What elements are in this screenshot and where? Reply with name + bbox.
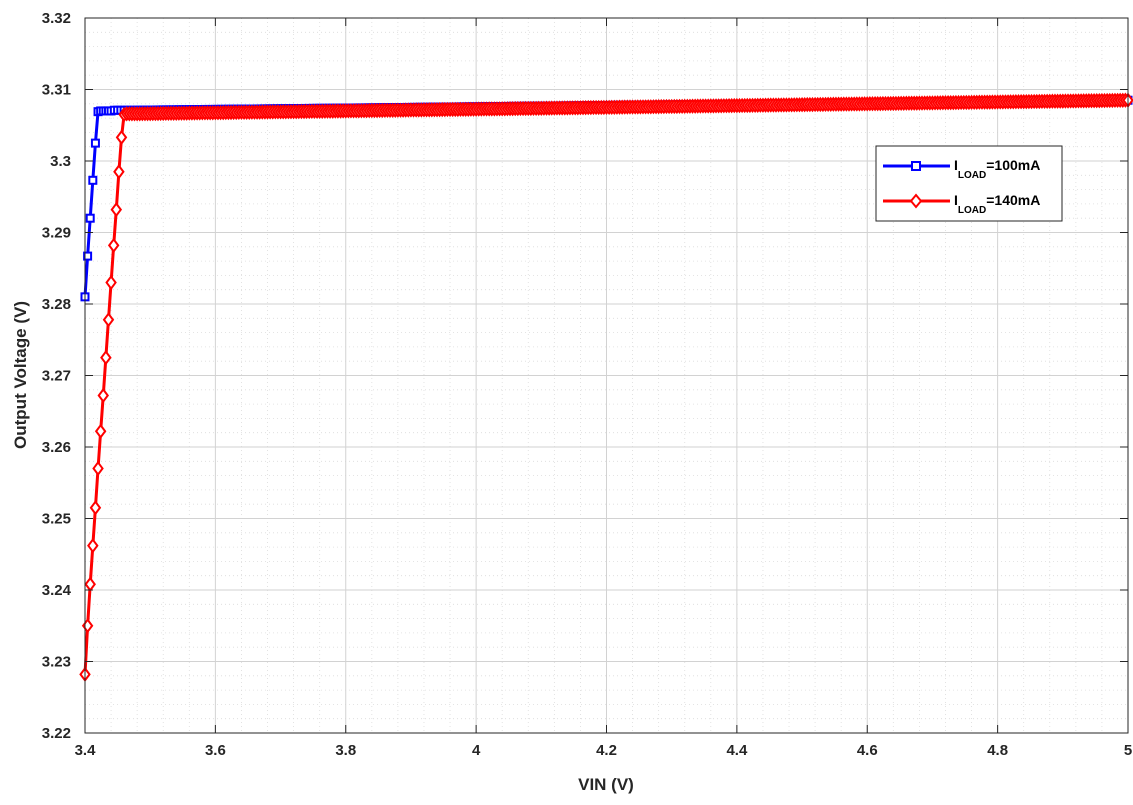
data-point-square (90, 138, 100, 148)
y-tick-label: 3.26 (42, 439, 71, 456)
legend-entry-100ma: ILOAD=100mA (883, 157, 1040, 181)
data-point-diamond (87, 538, 99, 554)
y-tick-label: 3.28 (42, 296, 71, 313)
data-point-square (85, 213, 95, 223)
x-tick-label: 4.8 (987, 742, 1008, 759)
x-tick-label: 3.4 (75, 742, 97, 759)
tick-marks (84, 17, 1129, 734)
x-tick-label: 5 (1124, 742, 1132, 759)
data-point-diamond (107, 237, 120, 254)
data-point-diamond (115, 129, 128, 146)
data-point-diamond (92, 460, 104, 477)
series-140ma (79, 92, 1133, 683)
legend-label-140ma: ILOAD=140mA (954, 192, 1040, 216)
data-point-diamond (113, 164, 125, 180)
series-layer (79, 92, 1133, 683)
data-point-diamond (110, 201, 123, 218)
y-tick-label: 3.3 (50, 153, 71, 170)
legend-label-140ma-rest: =140mA (986, 192, 1040, 208)
legend-box (875, 145, 1063, 222)
y-tick-label: 3.23 (42, 654, 71, 671)
y-tick-label: 3.29 (42, 225, 71, 242)
y-tick-label: 3.31 (42, 82, 71, 99)
x-tick-label: 3.8 (335, 742, 356, 759)
data-point-square (83, 251, 93, 261)
data-point-diamond (94, 423, 107, 439)
data-point-diamond (105, 274, 117, 291)
y-tick-label: 3.25 (42, 511, 71, 528)
legend: ILOAD=100mA ILOAD=140mA (875, 145, 1063, 222)
legend-label-100ma-main: I (954, 157, 958, 173)
y-axis-label: Output Voltage (V) (11, 301, 30, 449)
x-tick-label: 4.4 (726, 742, 748, 759)
legend-label-100ma-sub: LOAD (958, 170, 986, 181)
y-tick-label: 3.27 (42, 368, 71, 385)
y-tick-label: 3.32 (42, 10, 71, 27)
data-point-diamond (100, 349, 112, 366)
legend-entry-140ma: ILOAD=140mA (883, 192, 1040, 216)
legend-label-100ma: ILOAD=100mA (954, 157, 1040, 181)
x-axis-label: VIN (V) (578, 775, 634, 794)
legend-label-100ma-rest: =100mA (986, 157, 1040, 173)
y-tick-label: 3.22 (42, 725, 71, 742)
x-tick-label: 4.2 (596, 742, 617, 759)
data-point-diamond (97, 387, 110, 404)
data-point-square (88, 175, 98, 185)
legend-diamond-marker-icon (909, 193, 923, 209)
x-tick-labels: 3.4 3.6 3.8 4 4.2 4.4 4.6 4.8 5 (75, 742, 1133, 759)
legend-square-marker-icon (911, 161, 921, 171)
x-tick-label: 3.6 (205, 742, 226, 759)
legend-label-140ma-sub: LOAD (958, 205, 986, 216)
y-tick-label: 3.24 (42, 582, 72, 599)
x-tick-label: 4.6 (857, 742, 878, 759)
x-tick-label: 4 (472, 742, 481, 759)
y-tick-labels: 3.22 3.23 3.24 3.25 3.26 3.27 3.28 3.29 3.3 3.31 3… (42, 10, 72, 742)
legend-label-140ma-main: I (954, 192, 958, 208)
data-point-diamond (102, 312, 115, 328)
data-point-diamond (89, 500, 102, 516)
